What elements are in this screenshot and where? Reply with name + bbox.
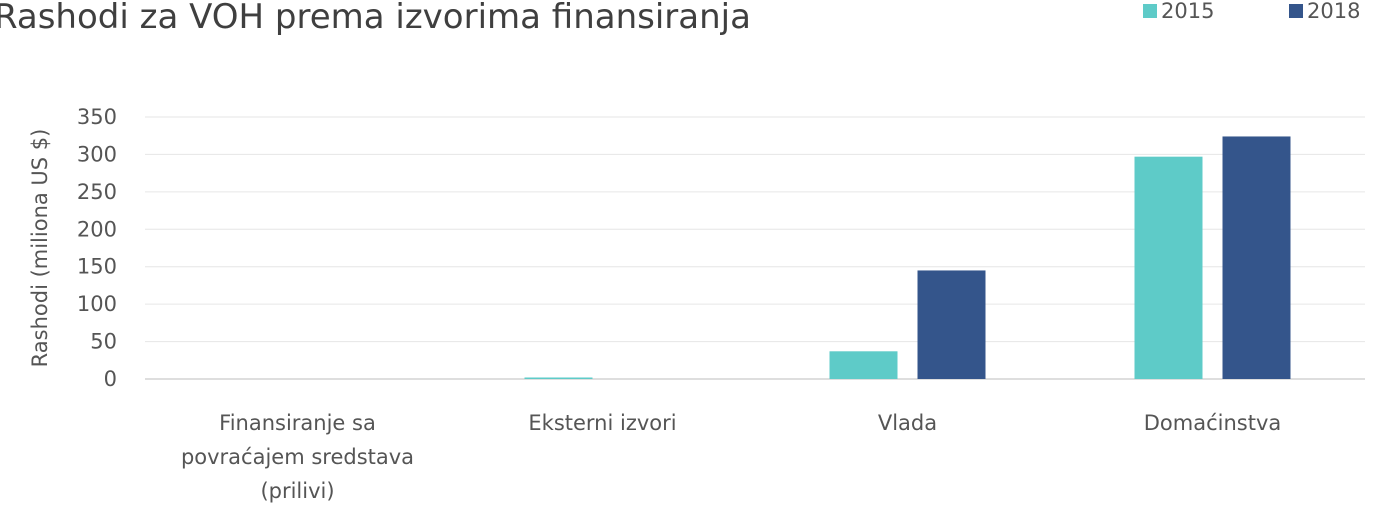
y-tick-label: 100 <box>77 292 117 316</box>
category-label: Eksterni izvori <box>528 411 676 435</box>
category-label: povraćajem sredstava <box>181 445 414 469</box>
y-tick-label: 50 <box>90 330 117 354</box>
y-tick-label: 150 <box>77 255 117 279</box>
bar-2018-3 <box>1222 136 1291 379</box>
bars <box>524 136 1291 379</box>
legend-swatch-2015 <box>1143 4 1157 18</box>
chart-title: Rashodi za VOH prema izvorima finansiran… <box>0 0 751 37</box>
legend-swatch-2018 <box>1289 4 1303 18</box>
category-label: Domaćinstva <box>1144 411 1282 435</box>
legend-label-2018: 2018 <box>1307 0 1360 23</box>
y-tick-label: 350 <box>77 105 117 129</box>
category-label: Vlada <box>878 411 937 435</box>
bar-2015-3 <box>1134 156 1203 379</box>
bar-2015-2 <box>829 351 898 379</box>
y-tick-labels: 0 50 100 150 200 250 300 350 <box>77 105 117 391</box>
y-tick-label: 200 <box>77 217 117 241</box>
legend-label-2015: 2015 <box>1161 0 1214 23</box>
y-tick-label: 250 <box>77 180 117 204</box>
category-label: Finansiranje sa <box>219 411 376 435</box>
bar-2015-1 <box>524 377 593 379</box>
y-tick-label: 0 <box>104 367 117 391</box>
bar-2018-2 <box>917 270 986 379</box>
gridlines <box>145 116 1365 380</box>
category-labels: Finansiranje sa povraćajem sredstava (pril… <box>181 411 1281 503</box>
y-tick-label: 300 <box>77 142 117 166</box>
legend: 2015 2018 <box>1143 0 1360 23</box>
category-label: (prilivi) <box>260 479 334 503</box>
y-axis-label: Rashodi (miliona US $) <box>28 129 52 368</box>
